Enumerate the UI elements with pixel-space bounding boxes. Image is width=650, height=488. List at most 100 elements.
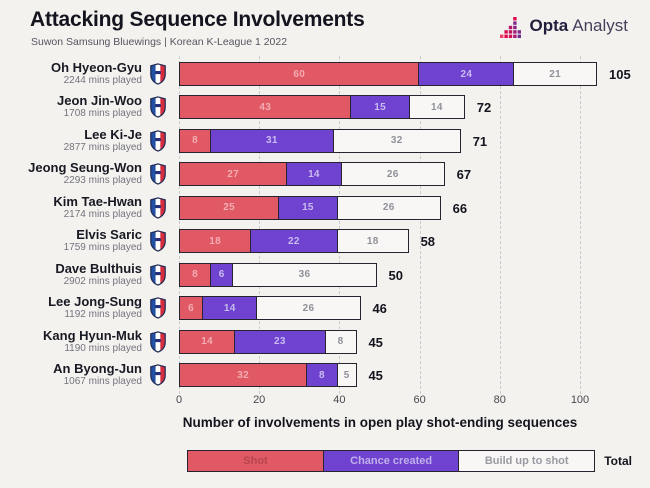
bar-segment-chance-created: 31 [209, 128, 334, 153]
player-row: Oh Hyeon-Gyu 2244 mins played 60 24 21 1… [0, 61, 650, 87]
player-name: An Byong-Jun [53, 361, 142, 377]
gridline [419, 56, 421, 394]
total-value: 72 [476, 100, 492, 116]
x-tick-label: 100 [570, 394, 590, 406]
bar-segment-build-up-to-shot: 14 [408, 95, 465, 120]
bar-segment-shot: 18 [179, 229, 252, 254]
player-name: Kim Tae-Hwan [53, 193, 142, 209]
segment-value: 24 [460, 68, 473, 80]
segment-value: 8 [192, 135, 198, 147]
player-label: Elvis Saric 1759 mins played [0, 228, 142, 254]
bar-segment-build-up-to-shot: 26 [340, 162, 445, 187]
stacked-bar: 8 6 36 [179, 262, 377, 287]
club-crest-icon [150, 230, 166, 253]
total-value: 105 [609, 67, 631, 82]
bar-segment-build-up-to-shot: 26 [336, 195, 441, 220]
club-crest-icon [150, 330, 166, 353]
gridline [259, 56, 261, 394]
bar-segment-shot: 25 [179, 195, 280, 220]
segment-value: 32 [390, 135, 403, 147]
player-row: Jeon Jin-Woo 1708 mins played 43 15 14 7… [0, 94, 650, 120]
total-value: 66 [452, 200, 468, 216]
player-name: Oh Hyeon-Gyu [50, 60, 142, 75]
segment-value: 8 [192, 269, 198, 281]
bar-segment-chance-created: 24 [418, 62, 515, 86]
total-value: 45 [368, 368, 383, 384]
player-name: Jeon Jin-Woo [57, 93, 142, 109]
segment-value: 18 [366, 235, 379, 247]
club-crest-icon [150, 96, 166, 119]
legend-item-shot: Shot [187, 450, 324, 472]
player-minutes: 2244 mins played [63, 75, 142, 86]
bar-segment-build-up-to-shot: 18 [336, 229, 409, 254]
bar-segment-shot: 43 [179, 95, 352, 120]
player-label: An Byong-Jun 1067 mins played [0, 362, 142, 388]
x-axis-label: Number of involvements in open play shot… [182, 415, 578, 430]
stacked-bar: 8 31 32 [179, 128, 461, 153]
stacked-bar: 27 14 26 [179, 162, 445, 187]
bar-segment-build-up-to-shot: 26 [256, 296, 361, 321]
gridline [499, 56, 501, 394]
bar-segment-chance-created: 23 [233, 329, 326, 354]
player-row: Dave Bulthuis 2902 mins played 8 6 36 50 [0, 260, 650, 287]
player-name: Lee Jong-Sung [48, 294, 142, 310]
bar-segment-chance-created: 8 [305, 363, 338, 388]
player-label: Jeong Seung-Won 2293 mins played [0, 161, 142, 187]
segment-value: 8 [319, 369, 325, 381]
player-label: Lee Ki-Je 2877 mins played [0, 126, 142, 154]
stacked-bar: 6 14 26 [179, 296, 361, 321]
player-minutes: 2877 mins played [63, 141, 142, 153]
player-name: Dave Bulthuis [55, 260, 142, 276]
bar-segment-build-up-to-shot: 5 [336, 363, 357, 388]
segment-value: 6 [218, 269, 225, 281]
bar-segment-build-up-to-shot: 36 [232, 262, 377, 287]
segment-value: 43 [259, 101, 272, 113]
gridline [580, 56, 581, 394]
segment-value: 15 [374, 101, 386, 113]
bar-segment-chance-created: 14 [285, 162, 342, 187]
player-row: Jeong Seung-Won 2293 mins played 27 14 2… [0, 161, 650, 187]
segment-value: 14 [201, 336, 213, 348]
total-value: 71 [472, 133, 488, 149]
player-label: Oh Hyeon-Gyu 2244 mins played [0, 61, 142, 87]
player-row: Kim Tae-Hwan 2174 mins played 25 15 26 6… [0, 193, 650, 221]
bar-segment-chance-created: 14 [201, 296, 258, 321]
player-label: Jeon Jin-Woo 1708 mins played [0, 94, 142, 120]
legend-total-label: Total [604, 454, 632, 468]
segment-value: 14 [223, 302, 236, 314]
brand-name-analyst: Analyst [572, 16, 628, 35]
stacked-bar: 43 15 14 [179, 95, 465, 120]
player-name: Kang Hyun-Muk [43, 327, 142, 343]
x-tick-label: 20 [253, 394, 266, 406]
bar-segment-shot: 32 [179, 363, 308, 388]
player-minutes: 1067 mins played [63, 376, 142, 388]
bar-segment-chance-created: 15 [350, 95, 411, 120]
x-tick-label: 0 [175, 394, 183, 406]
segment-value: 23 [273, 336, 286, 348]
total-value: 45 [368, 334, 383, 350]
segment-value: 14 [430, 101, 443, 113]
segment-value: 5 [343, 369, 350, 381]
segment-value: 14 [308, 168, 320, 180]
player-minutes: 1708 mins played [63, 108, 142, 120]
brand-name-opta: Opta [529, 16, 569, 35]
club-crest-icon [150, 263, 166, 286]
player-row: Elvis Saric 1759 mins played 18 22 18 58 [0, 228, 650, 254]
player-minutes: 2902 mins played [63, 275, 142, 287]
segment-value: 26 [302, 302, 315, 314]
stacked-bar: 25 15 26 [179, 195, 441, 220]
player-name: Jeong Seung-Won [28, 160, 142, 176]
bar-segment-build-up-to-shot: 32 [332, 128, 461, 153]
stacked-bar: 60 24 21 [179, 62, 598, 86]
segment-value: 27 [227, 168, 239, 180]
legend-item-chance-created: Chance created [322, 450, 460, 472]
player-label: Kim Tae-Hwan 2174 mins played [0, 193, 142, 221]
player-name: Lee Ki-Je [84, 126, 142, 142]
segment-value: 18 [209, 235, 221, 247]
segment-value: 26 [382, 202, 395, 214]
player-row: Lee Ki-Je 2877 mins played 8 31 32 71 [0, 126, 650, 154]
player-name: Elvis Saric [76, 227, 142, 243]
stacked-bar: 32 8 5 [179, 363, 357, 388]
club-crest-icon [150, 297, 166, 319]
segment-value: 22 [288, 235, 300, 247]
